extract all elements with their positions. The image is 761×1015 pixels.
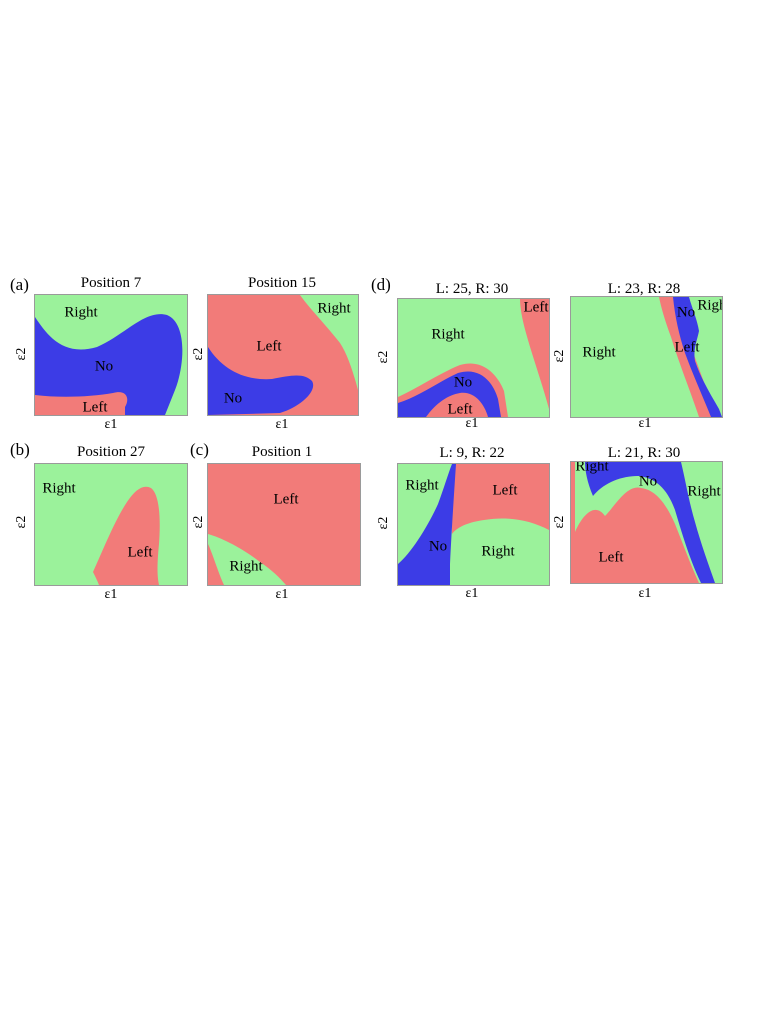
plot-l23-r28-map	[571, 297, 722, 417]
x-axis-label: ε1	[104, 587, 118, 602]
y-axis-label: ε2	[376, 350, 391, 364]
plot-position-27: Right Left	[34, 463, 188, 586]
y-axis-label: ε2	[552, 515, 567, 529]
plot-title-l25-r30: L: 25, R: 30	[435, 281, 509, 297]
y-axis-label: ε2	[191, 347, 206, 361]
plot-l25-r30: Left Right No Left	[397, 298, 550, 418]
plot-l21-r30-map	[571, 462, 722, 583]
region-label: No	[676, 304, 696, 321]
y-axis-label: ε2	[191, 515, 206, 529]
region-label: No	[428, 538, 448, 555]
region-label: Left	[598, 549, 624, 566]
x-axis-label: ε1	[638, 416, 652, 431]
panel-label-d: (d)	[371, 275, 391, 294]
x-axis-label: ε1	[104, 417, 118, 432]
x-axis-label: ε1	[275, 587, 289, 602]
plot-title-l21-r30: L: 21, R: 30	[607, 445, 681, 461]
plot-l25-r30-map	[398, 299, 549, 417]
plot-title-position-1: Position 1	[251, 444, 313, 460]
region-label: Right	[687, 483, 721, 500]
plot-position-27-map	[35, 464, 187, 585]
plot-l23-r28: Right No Right Left	[570, 296, 723, 418]
plot-position-1: Left Right	[207, 463, 361, 586]
plot-position-15-map	[208, 295, 358, 415]
x-axis-label: ε1	[465, 416, 479, 431]
panel-label-b: (b)	[10, 440, 30, 459]
panel-label-c: (c)	[190, 440, 209, 459]
plot-title-l23-r28: L: 23, R: 28	[607, 281, 681, 297]
region-label: Left	[127, 544, 153, 561]
region-label: Right	[42, 480, 76, 497]
region-label: No	[94, 358, 114, 375]
panel-label-a: (a)	[10, 275, 29, 294]
plot-position-7-map	[35, 295, 187, 415]
region-label: Left	[82, 399, 108, 416]
plot-position-15: Right Left No	[207, 294, 359, 416]
plot-title-position-15: Position 15	[248, 275, 316, 291]
region-label: Right	[64, 304, 98, 321]
plot-title-position-27: Position 27	[77, 444, 145, 460]
plot-title-l9-r22: L: 9, R: 22	[439, 445, 505, 461]
region-label: Left	[447, 401, 473, 418]
region-label: Left	[523, 299, 549, 316]
region-label: Left	[256, 338, 282, 355]
y-axis-label: ε2	[14, 515, 29, 529]
y-axis-label: ε2	[552, 349, 567, 363]
region-label: Left	[674, 339, 700, 356]
region-label: Right	[431, 326, 465, 343]
region-label: Right	[575, 461, 609, 475]
region-label: No	[453, 374, 473, 391]
plot-position-1-map	[208, 464, 360, 585]
region-label: No	[223, 390, 243, 407]
region-label: Right	[582, 344, 616, 361]
plot-l21-r30: Right No Right Left	[570, 461, 723, 584]
y-axis-label: ε2	[14, 347, 29, 361]
region-label: Right	[229, 558, 263, 575]
region-label: No	[638, 473, 658, 490]
plot-l9-r22: Right Left No Right	[397, 463, 550, 586]
plot-position-7: Right No Left	[34, 294, 188, 416]
plot-l9-r22-map	[398, 464, 549, 585]
y-axis-label: ε2	[376, 516, 391, 530]
plot-title-position-7: Position 7	[80, 275, 142, 291]
region-label: Left	[273, 491, 299, 508]
x-axis-label: ε1	[638, 586, 652, 601]
region-label: Right	[697, 297, 722, 314]
region-label: Right	[405, 477, 439, 494]
x-axis-label: ε1	[465, 586, 479, 601]
x-axis-label: ε1	[275, 417, 289, 432]
region-label: Right	[481, 543, 515, 560]
region-label: Left	[492, 482, 518, 499]
region-label: Right	[317, 300, 351, 317]
